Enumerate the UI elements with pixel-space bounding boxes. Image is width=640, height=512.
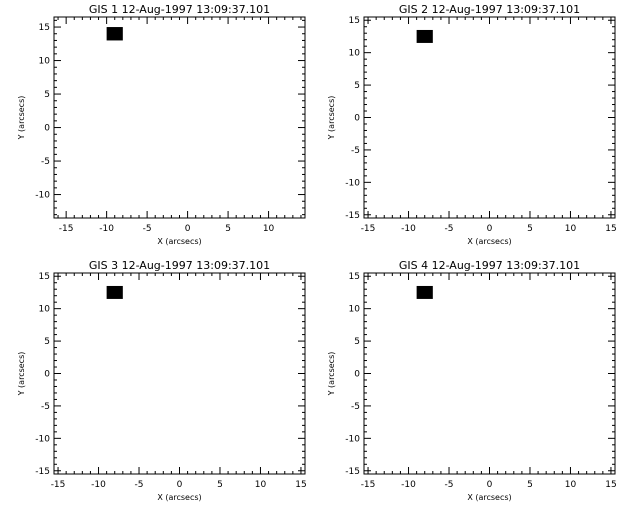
x-tick-label: -5: [445, 224, 454, 234]
x-tick-label: 0: [487, 480, 493, 490]
plot-title: GIS 3 12-Aug-1997 13:09:37.101: [89, 259, 270, 272]
y-tick-label: -15: [345, 211, 360, 221]
x-tick-label: 10: [255, 480, 267, 490]
x-tick-label: 10: [565, 480, 577, 490]
x-tick-label: -10: [99, 224, 114, 234]
x-tick-label: 10: [263, 224, 275, 234]
plot-title: GIS 1 12-Aug-1997 13:09:37.101: [89, 3, 270, 16]
y-tick-label: 5: [354, 81, 360, 91]
pixel-marker: [106, 285, 123, 299]
y-axis-label: Y (arcsecs): [17, 352, 26, 397]
y-tick-label: 15: [39, 272, 50, 282]
y-axis-label: Y (arcsecs): [17, 96, 26, 141]
x-tick-label: 15: [295, 480, 306, 490]
plot-title: GIS 2 12-Aug-1997 13:09:37.101: [399, 3, 580, 16]
y-tick-label: 15: [39, 23, 50, 33]
x-tick-label: -15: [361, 480, 376, 490]
x-tick-label: 15: [605, 480, 616, 490]
y-tick-label: 5: [44, 337, 50, 347]
y-tick-label: 15: [349, 16, 360, 26]
panel-gis-1: GIS 1 12-Aug-1997 13:09:37.101 -15 -10 -5 0 5…: [17, 3, 306, 246]
y-tick-label: 10: [349, 49, 361, 59]
plot-frame: [53, 272, 306, 475]
pixel-marker: [416, 285, 433, 299]
y-tick-label: -5: [351, 146, 360, 156]
y-tick-label: -5: [351, 402, 360, 412]
plot-frame: [363, 16, 616, 219]
x-tick-label: 0: [185, 224, 191, 234]
plot-frame: [53, 16, 306, 219]
plot-title: GIS 4 12-Aug-1997 13:09:37.101: [399, 259, 580, 272]
x-tick-label: 15: [605, 224, 616, 234]
x-tick-label: -15: [51, 480, 66, 490]
x-tick-label: -10: [401, 224, 416, 234]
y-tick-label: 15: [349, 272, 360, 282]
y-tick-label: -10: [345, 178, 360, 188]
y-axis-label: Y (arcsecs): [327, 96, 336, 141]
y-tick-label: 0: [354, 114, 360, 124]
y-tick-label: 5: [44, 90, 50, 100]
plot-frame: [363, 272, 616, 475]
y-tick-label: -5: [41, 402, 50, 412]
y-tick-label: -15: [345, 467, 360, 477]
x-tick-label: 10: [565, 224, 577, 234]
y-axis-label: Y (arcsecs): [327, 352, 336, 397]
x-tick-label: -5: [143, 224, 152, 234]
y-tick-label: 0: [354, 370, 360, 380]
y-tick-label: 10: [39, 305, 51, 315]
x-axis-label: X (arcsecs): [467, 237, 511, 246]
x-tick-label: -5: [445, 480, 454, 490]
x-axis-label: X (arcsecs): [467, 493, 511, 502]
x-tick-label: 5: [527, 224, 533, 234]
x-tick-label: -15: [361, 224, 376, 234]
y-tick-label: -10: [35, 191, 50, 201]
y-tick-label: -5: [41, 157, 50, 167]
panel-gis-4: GIS 4 12-Aug-1997 13:09:37.101 -15 -10 -5 0 5…: [327, 259, 617, 502]
x-axis-label: X (arcsecs): [157, 493, 201, 502]
pixel-marker: [416, 29, 433, 43]
y-tick-label: 10: [349, 305, 361, 315]
y-tick-label: 0: [44, 370, 50, 380]
pixel-marker: [106, 27, 123, 41]
x-tick-label: 5: [225, 224, 231, 234]
y-tick-label: -10: [345, 434, 360, 444]
x-tick-label: 0: [487, 224, 493, 234]
x-tick-label: -10: [91, 480, 106, 490]
x-tick-label: -15: [59, 224, 74, 234]
panel-gis-2: GIS 2 12-Aug-1997 13:09:37.101 -15 -10 -5 0 5…: [327, 3, 617, 246]
x-tick-label: -5: [135, 480, 144, 490]
x-tick-label: 5: [217, 480, 223, 490]
x-tick-label: 5: [527, 480, 533, 490]
x-tick-label: 0: [177, 480, 183, 490]
y-tick-label: -15: [35, 467, 50, 477]
panel-gis-3: GIS 3 12-Aug-1997 13:09:37.101 -15 -10 -5 0 5…: [17, 259, 307, 502]
y-tick-label: 5: [354, 337, 360, 347]
y-tick-label: 0: [44, 124, 50, 134]
x-tick-label: -10: [401, 480, 416, 490]
x-axis-label: X (arcsecs): [157, 237, 201, 246]
y-tick-label: -10: [35, 434, 50, 444]
y-tick-label: 10: [39, 57, 51, 67]
